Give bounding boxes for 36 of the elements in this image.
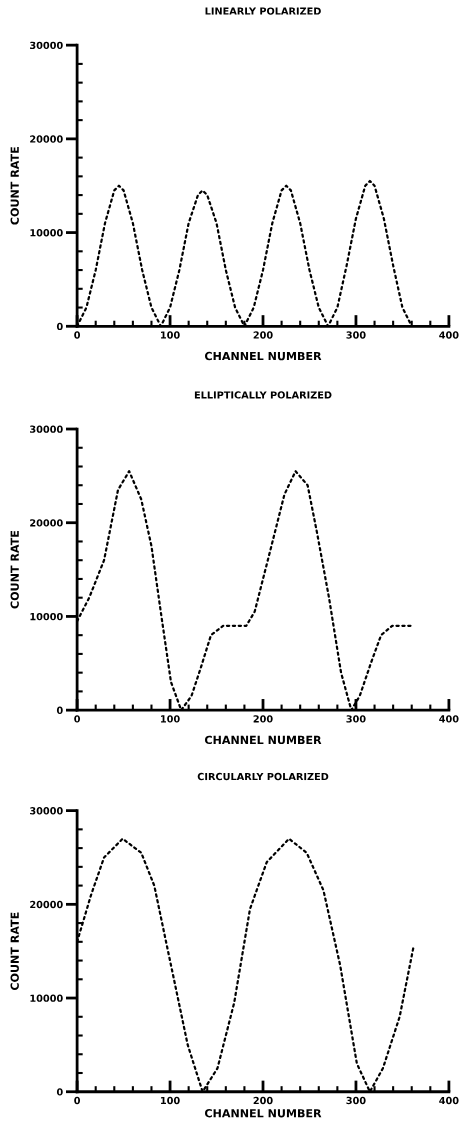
x-tick-label: 0	[74, 331, 81, 339]
y-tick-label: 0	[56, 1088, 63, 1096]
x-tick-label: 100	[161, 1096, 180, 1105]
x-axis-title: CHANNEL NUMBER	[204, 1108, 322, 1118]
y-tick-label: 0	[56, 706, 63, 714]
x-tick-label: 200	[253, 1096, 273, 1105]
x-tick-label: 100	[161, 715, 180, 723]
x-tick-label: 200	[253, 331, 273, 339]
chart-title: ELLIPTICALLY POLARIZED	[194, 391, 332, 399]
x-tick-label: 300	[346, 1096, 366, 1105]
y-axis-title: COUNT RATE	[10, 530, 19, 609]
x-tick-label: 0	[74, 715, 81, 723]
y-axis-title: COUNT RATE	[10, 912, 19, 991]
y-tick-label: 20000	[30, 519, 63, 527]
x-tick-label: 400	[439, 1096, 459, 1105]
chart-title: CIRCULARLY POLARIZED	[197, 772, 329, 781]
x-tick-label: 200	[253, 715, 273, 723]
y-axis-title: COUNT RATE	[10, 147, 19, 225]
chart-title: LINEARLY POLARIZED	[205, 7, 321, 15]
y-tick-label: 20000	[30, 135, 63, 143]
x-axis-title: CHANNEL NUMBER	[204, 351, 322, 361]
x-tick-label: 0	[74, 1096, 81, 1105]
x-tick-label: 300	[346, 715, 366, 723]
x-tick-label: 100	[161, 331, 180, 339]
x-axis-title: CHANNEL NUMBER	[204, 735, 322, 745]
y-tick-label: 30000	[30, 41, 63, 49]
y-tick-label: 30000	[30, 807, 63, 815]
x-tick-label: 400	[439, 715, 459, 723]
y-tick-label: 20000	[30, 900, 63, 909]
y-tick-label: 10000	[30, 229, 63, 237]
x-tick-label: 300	[346, 331, 366, 339]
y-tick-label: 30000	[30, 425, 63, 433]
y-tick-label: 0	[56, 322, 63, 331]
y-tick-label: 10000	[30, 612, 63, 621]
y-tick-label: 10000	[30, 994, 63, 1002]
x-tick-label: 400	[439, 331, 459, 339]
